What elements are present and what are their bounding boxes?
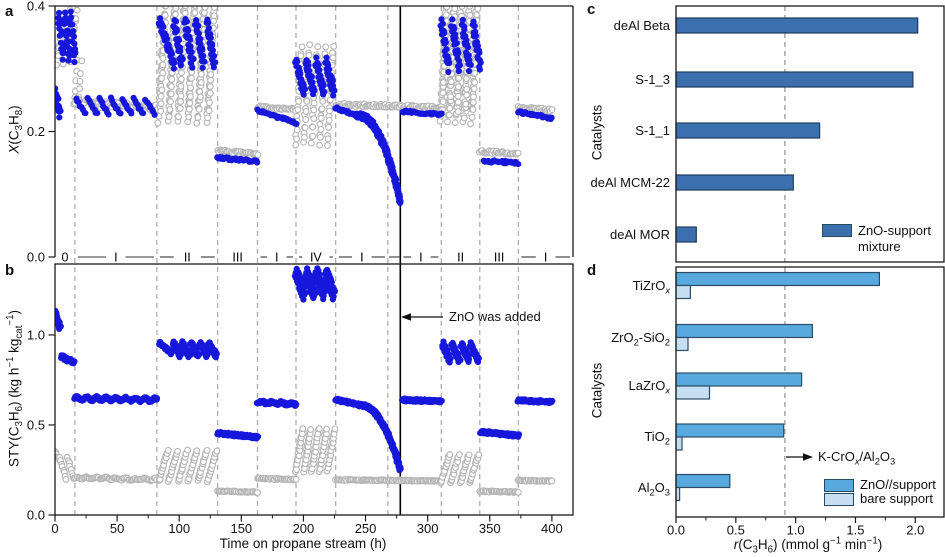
svg-text:50: 50 <box>110 521 124 536</box>
panel-b-series-bare-support <box>55 425 556 497</box>
panel-c-frame <box>675 5 945 263</box>
svg-text:II: II <box>184 250 191 264</box>
svg-text:0: 0 <box>61 250 68 264</box>
zno-added-annotation: ZnO was added <box>449 309 541 324</box>
category-label-deal-mor: deAl MOR <box>610 227 670 242</box>
svg-text:I: I <box>360 250 363 264</box>
bar-c-4 <box>675 226 697 243</box>
svg-text:0.0: 0.0 <box>27 508 45 523</box>
svg-text:I: I <box>419 250 422 264</box>
svg-text:I: I <box>544 250 547 264</box>
legend-d-label-zno-support: ZnO//support <box>860 477 936 492</box>
kcrox-arrow <box>786 453 813 461</box>
bar-plots-cd: 0.0 0.5 1.0 1.5 2.0 <box>667 5 945 538</box>
scatter-panel-b <box>55 265 556 497</box>
bar-d-2-0 <box>675 372 803 387</box>
svg-text:0.2: 0.2 <box>27 124 45 139</box>
legend-c-label-line2: mixture <box>858 239 901 254</box>
bar-d-2-1 <box>675 385 711 400</box>
svg-text:150: 150 <box>230 521 252 536</box>
svg-text:200: 200 <box>293 521 315 536</box>
bar-c-3 <box>675 174 794 191</box>
time-axis-ticks: 0 50 100 150 200 250 300 350 400 <box>51 515 563 536</box>
category-label-deal-beta: deAl Beta <box>613 18 670 33</box>
panel-b-series-zno-support <box>55 265 556 474</box>
svg-text:III: III <box>232 250 242 264</box>
svg-text:I: I <box>275 250 278 264</box>
panel-letter-b: b <box>5 262 15 279</box>
legend-d-swatch-bare-support <box>824 493 854 506</box>
y-axis-label-b: STY(C3H6) (kg h−1 kgcat−1) <box>5 310 26 467</box>
kcrox-annotation: K-CrOx/Al2O3 <box>818 449 896 467</box>
svg-text:250: 250 <box>355 521 377 536</box>
timeseries-plot-ab: 0 I II III I IV I I II III I0.00.20.40.00.51.00 50 1… <box>27 0 574 536</box>
svg-text:0.5: 0.5 <box>27 417 45 432</box>
legend-d-swatch-zno-support <box>824 479 854 492</box>
panel-d-frame <box>675 266 945 518</box>
panel-a-series-zno-support <box>55 8 555 207</box>
panel-a-y-ticks: 0.0 0.2 0.4 <box>27 0 55 265</box>
panel-b-y-ticks: 0.0 0.5 1.0 <box>27 327 55 523</box>
panel-letter-d: d <box>587 262 597 279</box>
svg-text:II: II <box>457 250 464 264</box>
panel-d-series-zno-support <box>675 271 880 489</box>
legend-c-swatch <box>822 224 852 237</box>
bar-d-1-1 <box>675 336 689 352</box>
svg-text:0.4: 0.4 <box>27 0 45 14</box>
svg-text:0: 0 <box>51 521 58 536</box>
bar-d-3-1 <box>675 436 683 451</box>
bar-c-2 <box>675 122 821 139</box>
bar-c-1 <box>675 71 914 88</box>
category-label-s-1-1: S-1_1 <box>635 123 670 138</box>
category-label-al2o3: Al2O3 <box>637 480 670 498</box>
scatter-panel-a <box>55 6 556 207</box>
panel-b-frame <box>54 263 574 516</box>
svg-text:1.0: 1.0 <box>27 327 45 342</box>
category-label-s-1-3: S-1_3 <box>635 72 670 87</box>
panel-a-frame <box>54 5 574 257</box>
bar-d-0-0 <box>675 271 880 287</box>
panel-letter-c: c <box>587 1 596 18</box>
x-axis-label-ab: Time on propane stream (h) <box>219 536 387 551</box>
svg-text:0.0: 0.0 <box>27 250 45 265</box>
svg-text:0.0: 0.0 <box>667 523 685 538</box>
y-axis-label-a: X(C3H8) <box>6 105 26 154</box>
category-label-zro2-sio2: ZrO2-SiO2 <box>611 330 670 348</box>
panel-c-bars <box>675 17 919 243</box>
panel-d-series-bare-support <box>675 284 711 502</box>
bar-c-0 <box>675 17 919 34</box>
panel-d-bars <box>675 271 880 502</box>
x-axis-label-d: r(C3H6) (mmol g−1 min−1) <box>733 535 883 556</box>
category-label-lazrox: LaZrOx <box>628 378 670 396</box>
svg-text:I: I <box>114 250 117 264</box>
legend-d-label-bare-support: bare support <box>860 491 933 506</box>
svg-text:IV: IV <box>310 250 322 264</box>
panel-letter-a: a <box>5 3 14 20</box>
bar-d-0-1 <box>675 284 691 300</box>
category-label-tizrox: TiZrOx <box>632 278 670 296</box>
svg-text:300: 300 <box>417 521 439 536</box>
svg-text:400: 400 <box>541 521 563 536</box>
category-label-tio2: TiO2 <box>644 429 670 447</box>
stage-label-row: 0 I II III I IV I I II III I <box>61 250 570 264</box>
bar-d-4-0 <box>675 473 731 489</box>
bar-d-3-0 <box>675 423 785 438</box>
svg-text:0.5: 0.5 <box>727 523 745 538</box>
svg-text:1.5: 1.5 <box>846 523 864 538</box>
svg-text:III: III <box>494 250 504 264</box>
svg-text:350: 350 <box>479 521 501 536</box>
category-label-deal-mcm22: deAl MCM-22 <box>590 175 670 190</box>
rate-axis-ticks: 0.0 0.5 1.0 1.5 2.0 <box>667 517 924 538</box>
svg-text:2.0: 2.0 <box>906 523 924 538</box>
svg-text:100: 100 <box>168 521 190 536</box>
zno-added-arrow <box>401 313 443 321</box>
bar-d-1-0 <box>675 323 813 339</box>
legend-c-label-line1: ZnO-support <box>858 223 931 238</box>
svg-text:1.0: 1.0 <box>787 523 805 538</box>
